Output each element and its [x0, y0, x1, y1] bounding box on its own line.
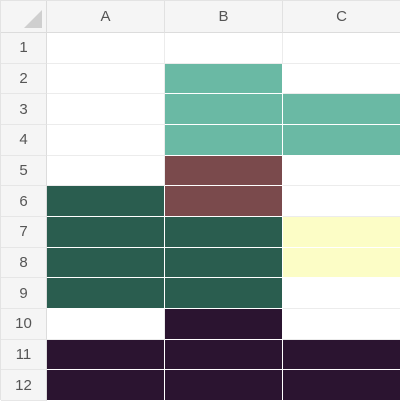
- row-header-7[interactable]: 7: [1, 216, 47, 248]
- row-header-10[interactable]: 10: [1, 308, 47, 340]
- cell-c10[interactable]: [283, 308, 400, 340]
- row-header-11[interactable]: 11: [1, 339, 47, 371]
- cell-c11[interactable]: [283, 339, 400, 371]
- cell-c5[interactable]: [283, 155, 400, 187]
- cell-c3[interactable]: [283, 94, 400, 125]
- cell-b3[interactable]: [165, 94, 283, 125]
- cell-b10[interactable]: [165, 308, 283, 340]
- cell-b12[interactable]: [165, 370, 283, 401]
- row-header-5[interactable]: 5: [1, 155, 47, 187]
- cell-a7[interactable]: [47, 216, 165, 248]
- cell-c1[interactable]: [283, 33, 400, 64]
- cell-a5[interactable]: [47, 155, 165, 187]
- row-header-8[interactable]: 8: [1, 247, 47, 279]
- cell-b2[interactable]: [165, 63, 283, 95]
- cell-b11[interactable]: [165, 339, 283, 371]
- cell-b5[interactable]: [165, 155, 283, 187]
- row-header-4[interactable]: 4: [1, 124, 47, 156]
- cell-b7[interactable]: [165, 216, 283, 248]
- cell-a1[interactable]: [47, 33, 165, 64]
- cell-b9[interactable]: [165, 278, 283, 309]
- cell-b6[interactable]: [165, 186, 283, 217]
- cell-a6[interactable]: [47, 186, 165, 217]
- column-header-c[interactable]: C: [283, 1, 400, 33]
- row-header-12[interactable]: 12: [1, 370, 47, 401]
- cell-a10[interactable]: [47, 308, 165, 340]
- row-header-6[interactable]: 6: [1, 186, 47, 217]
- cell-c12[interactable]: [283, 370, 400, 401]
- column-header-b[interactable]: B: [165, 1, 283, 33]
- cell-c8[interactable]: [283, 247, 400, 279]
- select-all-corner[interactable]: [1, 1, 47, 33]
- cell-c4[interactable]: [283, 124, 400, 156]
- row-header-9[interactable]: 9: [1, 278, 47, 309]
- row-header-3[interactable]: 3: [1, 94, 47, 125]
- cell-b8[interactable]: [165, 247, 283, 279]
- cell-a4[interactable]: [47, 124, 165, 156]
- row-header-1[interactable]: 1: [1, 33, 47, 64]
- cell-b1[interactable]: [165, 33, 283, 64]
- cell-a3[interactable]: [47, 94, 165, 125]
- cell-c2[interactable]: [283, 63, 400, 95]
- row-header-2[interactable]: 2: [1, 63, 47, 95]
- column-header-a[interactable]: A: [47, 1, 165, 33]
- cell-a8[interactable]: [47, 247, 165, 279]
- cell-c9[interactable]: [283, 278, 400, 309]
- cell-b4[interactable]: [165, 124, 283, 156]
- select-all-icon: [24, 10, 42, 28]
- cell-c6[interactable]: [283, 186, 400, 217]
- cell-a12[interactable]: [47, 370, 165, 401]
- cell-a9[interactable]: [47, 278, 165, 309]
- cell-c7[interactable]: [283, 216, 400, 248]
- cell-a11[interactable]: [47, 339, 165, 371]
- cell-a2[interactable]: [47, 63, 165, 95]
